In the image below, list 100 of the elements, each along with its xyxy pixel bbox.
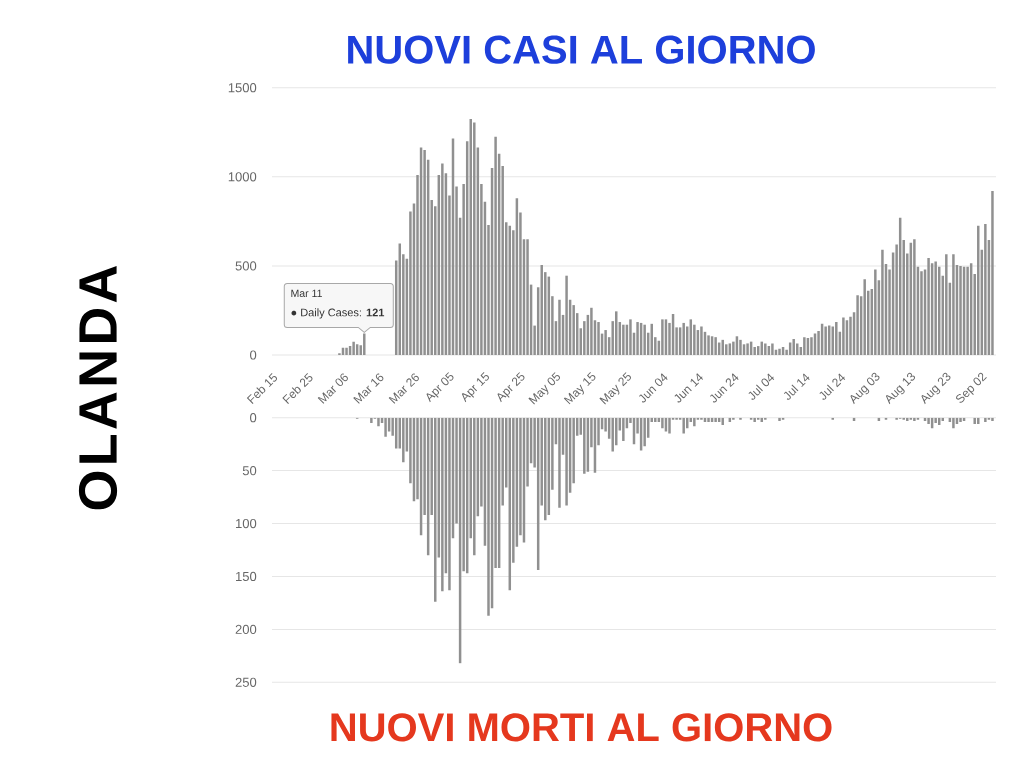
bar xyxy=(363,333,366,355)
bar xyxy=(714,337,717,355)
bar xyxy=(565,275,568,355)
bar xyxy=(402,417,405,463)
bar xyxy=(977,225,980,355)
chart-title: NUOVI CASI AL GIORNO xyxy=(348,35,815,64)
bar xyxy=(707,335,710,355)
bar xyxy=(615,311,618,355)
y-tick-label: 200 xyxy=(235,624,257,634)
bar xyxy=(984,224,987,355)
bar xyxy=(902,417,905,420)
bar xyxy=(984,417,987,422)
bar xyxy=(668,417,671,434)
bar xyxy=(934,261,937,355)
bar xyxy=(906,417,909,421)
bar xyxy=(434,417,437,602)
bar xyxy=(792,338,795,355)
y-tick-label: 500 xyxy=(235,261,257,271)
bar xyxy=(682,417,685,434)
bar xyxy=(590,307,593,355)
bar xyxy=(643,324,646,355)
bar xyxy=(927,257,930,355)
y-tick-label: 150 xyxy=(236,571,257,582)
bar xyxy=(952,417,955,429)
bar xyxy=(526,239,529,355)
bar xyxy=(959,265,962,355)
x-tick-label: Aug 03 xyxy=(850,372,880,405)
bar xyxy=(952,254,955,355)
y-tick-label: 0 xyxy=(250,413,257,423)
x-tick-label: Feb 15 xyxy=(246,373,278,404)
bar xyxy=(895,417,898,420)
bar xyxy=(927,417,930,425)
bar xyxy=(824,326,827,355)
bar xyxy=(881,249,884,355)
bar xyxy=(856,295,859,355)
bar xyxy=(384,417,387,437)
bar xyxy=(874,269,877,355)
bar xyxy=(352,341,355,355)
x-tick-label: Aug 23 xyxy=(921,372,951,405)
bar xyxy=(345,347,348,355)
bar xyxy=(661,417,664,429)
x-tick-label: Apr 15 xyxy=(461,372,489,403)
bar xyxy=(448,417,451,591)
y-tick-label: 50 xyxy=(242,466,257,476)
bar xyxy=(558,299,561,355)
bar xyxy=(849,316,852,355)
bar xyxy=(842,317,845,355)
y-tick-label: 1000 xyxy=(228,172,257,182)
bar xyxy=(732,417,735,420)
bar xyxy=(558,417,561,508)
bar xyxy=(377,417,380,427)
x-tick-label: Jun 04 xyxy=(639,373,668,403)
bar xyxy=(604,330,607,355)
bar xyxy=(913,417,916,421)
x-tick-label: Jun 24 xyxy=(710,373,739,403)
bar xyxy=(991,191,994,355)
bar xyxy=(583,417,586,474)
bar xyxy=(494,136,497,355)
bar xyxy=(636,322,639,355)
bar xyxy=(629,319,632,355)
bar xyxy=(796,343,799,355)
x-tick-label: May 15 xyxy=(563,372,596,405)
bar xyxy=(540,265,543,355)
x-tick-label: Sep 02 xyxy=(956,372,987,403)
y-tick-label: 100 xyxy=(236,518,257,529)
x-tick-label: Jul 24 xyxy=(819,373,846,400)
bar xyxy=(700,326,703,355)
bar xyxy=(565,417,568,506)
x-tick-label: Apr 05 xyxy=(426,372,454,403)
bar xyxy=(714,417,717,422)
bar xyxy=(725,344,728,355)
text: OLANDA xyxy=(78,265,118,510)
bar xyxy=(835,322,838,355)
x-tick-label: Jun 14 xyxy=(674,373,704,403)
bar xyxy=(597,322,600,355)
bar xyxy=(622,417,625,441)
x-tick-label: Apr 25 xyxy=(497,372,525,403)
bar xyxy=(654,417,657,422)
bar xyxy=(753,417,756,422)
x-tick-label: Mar 26 xyxy=(388,373,419,404)
bar xyxy=(441,417,444,592)
bar xyxy=(441,163,444,355)
x-tick-label: May 25 xyxy=(599,372,631,405)
bar xyxy=(753,346,756,355)
bar xyxy=(764,343,767,355)
bar xyxy=(700,417,703,420)
annotation: ● Daily Cases: 121 xyxy=(291,308,385,319)
bar xyxy=(973,417,976,425)
y-tick-label: 250 xyxy=(235,677,257,687)
bar xyxy=(977,417,980,425)
bar xyxy=(682,322,685,355)
bar xyxy=(544,417,547,521)
bar xyxy=(721,417,724,426)
x-tick-label: Feb 25 xyxy=(282,373,313,404)
bar xyxy=(771,343,774,355)
bar xyxy=(423,150,426,355)
y-tick-label: 0 xyxy=(250,350,257,360)
y-tick-label: 1500 xyxy=(228,83,257,93)
bar xyxy=(721,339,724,355)
bar xyxy=(764,417,767,420)
